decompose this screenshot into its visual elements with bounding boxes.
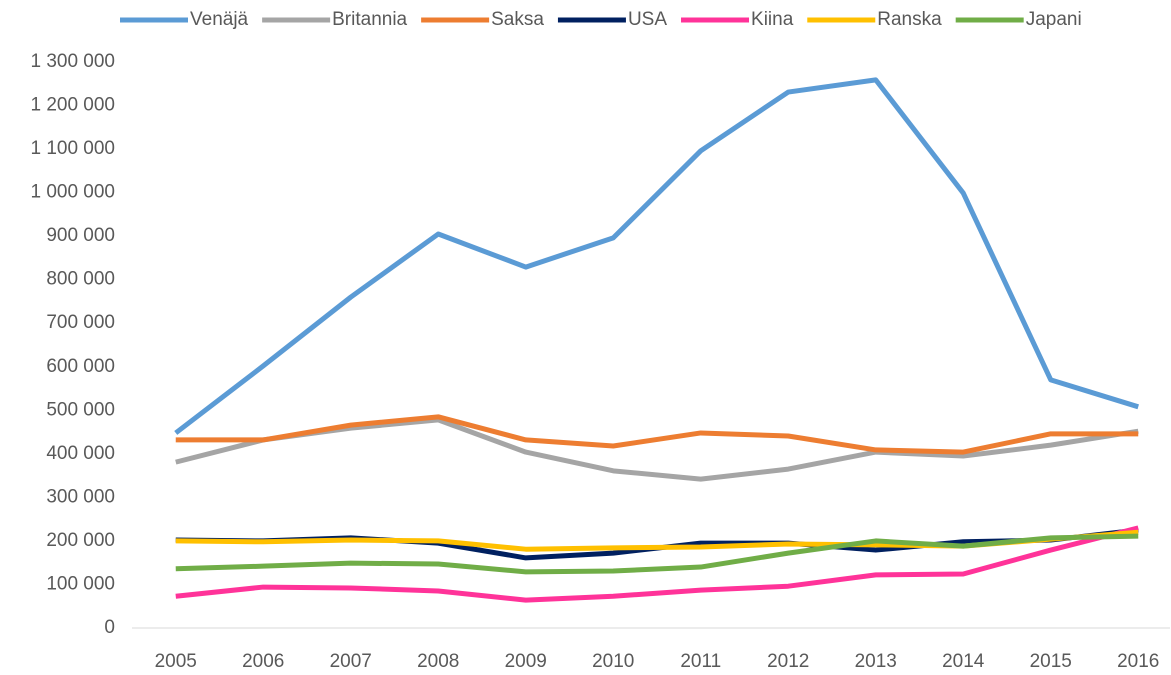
x-tick-label: 2010 — [592, 651, 634, 672]
legend-label: Venäjä — [190, 9, 249, 30]
x-tick-label: 2007 — [330, 651, 372, 672]
y-tick-label: 800 000 — [46, 269, 115, 290]
y-tick-label: 1 000 000 — [30, 182, 115, 203]
x-tick-label: 2011 — [680, 651, 721, 672]
x-tick-label: 2014 — [942, 651, 985, 672]
legend-label: Britannia — [332, 9, 407, 30]
y-tick-label: 0 — [104, 617, 115, 638]
x-tick-label: 2012 — [767, 651, 809, 672]
y-tick-label: 500 000 — [46, 399, 115, 420]
y-tick-label: 1 200 000 — [30, 95, 115, 116]
series-line — [175, 417, 1139, 482]
x-tick-label: 2006 — [242, 651, 284, 672]
y-tick-label: 200 000 — [46, 530, 115, 551]
x-tick-label: 2008 — [417, 651, 459, 672]
x-tick-label: 2009 — [505, 651, 547, 672]
y-tick-label: 900 000 — [46, 225, 115, 246]
y-tick-label: 700 000 — [46, 312, 115, 333]
legend-label: Saksa — [491, 9, 544, 30]
series-line — [175, 525, 1139, 603]
y-tick-label: 600 000 — [46, 356, 115, 377]
x-tick-label: 2013 — [855, 651, 897, 672]
series-line — [175, 414, 1139, 455]
x-tick-label: 2015 — [1030, 651, 1072, 672]
legend-label: USA — [628, 9, 667, 30]
y-tick-label: 1 300 000 — [30, 51, 115, 72]
series-line — [174, 77, 1139, 435]
legend-label: Kiina — [751, 9, 794, 30]
legend-label: Ranska — [877, 9, 942, 30]
legend-label: Japani — [1026, 9, 1082, 30]
x-tick-label: 2005 — [155, 651, 197, 672]
y-tick-label: 1 100 000 — [30, 138, 115, 159]
series-line — [175, 533, 1139, 575]
x-tick-label: 2016 — [1117, 651, 1159, 672]
y-tick-label: 400 000 — [46, 443, 115, 464]
y-tick-label: 300 000 — [46, 486, 115, 507]
y-tick-label: 100 000 — [46, 573, 115, 594]
